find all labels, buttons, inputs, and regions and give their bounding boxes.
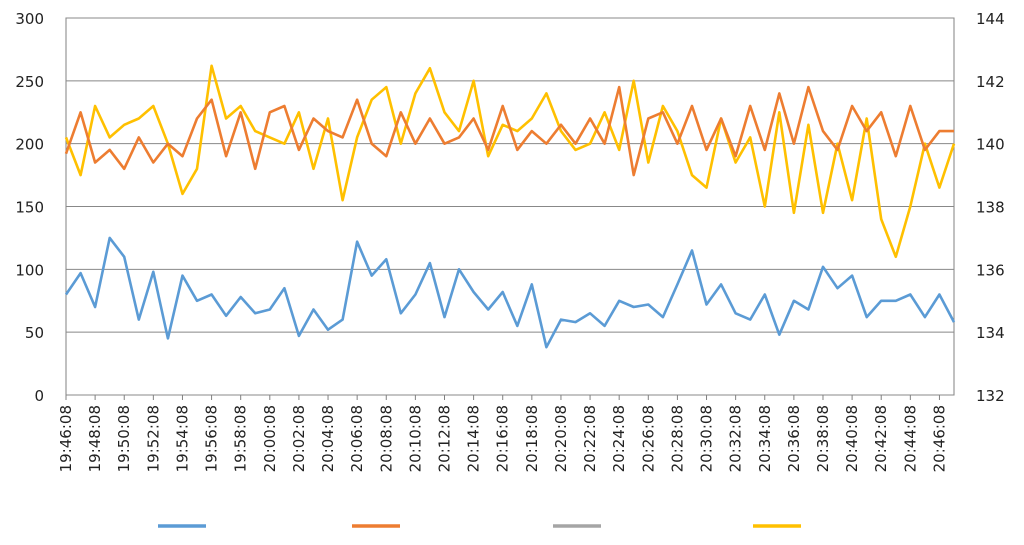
x-tick-label: 20:06:08 bbox=[348, 405, 366, 472]
x-tick-label: 20:12:08 bbox=[435, 405, 453, 472]
x-tick-label: 20:46:08 bbox=[930, 405, 948, 472]
y2-tick-label: 132 bbox=[976, 387, 1005, 405]
y-tick-label: 150 bbox=[15, 199, 44, 217]
y-tick-label: 0 bbox=[34, 387, 44, 405]
left-axis-ticks: 0 50 100 150 200 250 300 bbox=[15, 10, 44, 405]
series-lines bbox=[64, 64, 956, 349]
x-tick-label: 19:54:08 bbox=[173, 405, 191, 472]
y2-tick-label: 140 bbox=[976, 136, 1005, 154]
right-axis-ticks: 132 134 136 138 140 142 144 bbox=[976, 10, 1005, 405]
y-tick-label: 50 bbox=[25, 324, 44, 342]
x-tick-label: 20:34:08 bbox=[756, 405, 774, 472]
series-line-0 bbox=[64, 236, 956, 349]
y-tick-label: 250 bbox=[15, 73, 44, 91]
x-tick-label: 20:08:08 bbox=[377, 405, 395, 472]
series-line-3 bbox=[64, 64, 956, 259]
x-tick-label: 19:48:08 bbox=[86, 405, 104, 472]
x-tick-label: 19:58:08 bbox=[232, 405, 250, 472]
x-tick-label: 20:26:08 bbox=[639, 405, 657, 472]
y-tick-label: 100 bbox=[15, 261, 44, 279]
x-tick-label: 20:30:08 bbox=[698, 405, 716, 472]
x-tick-label: 19:52:08 bbox=[144, 405, 162, 472]
x-tick-label: 20:04:08 bbox=[319, 405, 337, 472]
x-tick-label: 20:18:08 bbox=[523, 405, 541, 472]
x-tick-label: 20:36:08 bbox=[785, 405, 803, 472]
x-tick-label: 20:14:08 bbox=[465, 405, 483, 472]
x-tick-label: 20:38:08 bbox=[814, 405, 832, 472]
x-tick-label: 20:42:08 bbox=[872, 405, 890, 472]
series-line-1 bbox=[64, 85, 954, 177]
x-axis-ticks: 19:46:08 19:48:08 19:50:08 19:52:08 19:54:08… bbox=[57, 395, 948, 472]
y-tick-label: 200 bbox=[15, 136, 44, 154]
x-tick-label: 20:10:08 bbox=[406, 405, 424, 472]
x-tick-label: 20:24:08 bbox=[610, 405, 628, 472]
y2-tick-label: 142 bbox=[976, 73, 1005, 91]
x-tick-label: 19:46:08 bbox=[57, 405, 75, 472]
y2-tick-label: 136 bbox=[976, 261, 1005, 279]
y-tick-label: 300 bbox=[15, 10, 44, 28]
x-tick-label: 20:00:08 bbox=[261, 405, 279, 472]
x-tick-label: 20:02:08 bbox=[290, 405, 308, 472]
x-tick-label: 20:44:08 bbox=[901, 405, 919, 472]
y2-tick-label: 138 bbox=[976, 199, 1005, 217]
x-tick-label: 20:28:08 bbox=[668, 405, 686, 472]
x-tick-label: 20:20:08 bbox=[552, 405, 570, 472]
y2-tick-label: 144 bbox=[976, 10, 1005, 28]
y2-tick-label: 134 bbox=[976, 324, 1005, 342]
x-tick-label: 20:40:08 bbox=[843, 405, 861, 472]
x-tick-label: 19:50:08 bbox=[115, 405, 133, 472]
x-tick-label: 19:56:08 bbox=[203, 405, 221, 472]
x-tick-label: 20:16:08 bbox=[494, 405, 512, 472]
x-tick-label: 20:22:08 bbox=[581, 405, 599, 472]
x-tick-label: 20:32:08 bbox=[727, 405, 745, 472]
